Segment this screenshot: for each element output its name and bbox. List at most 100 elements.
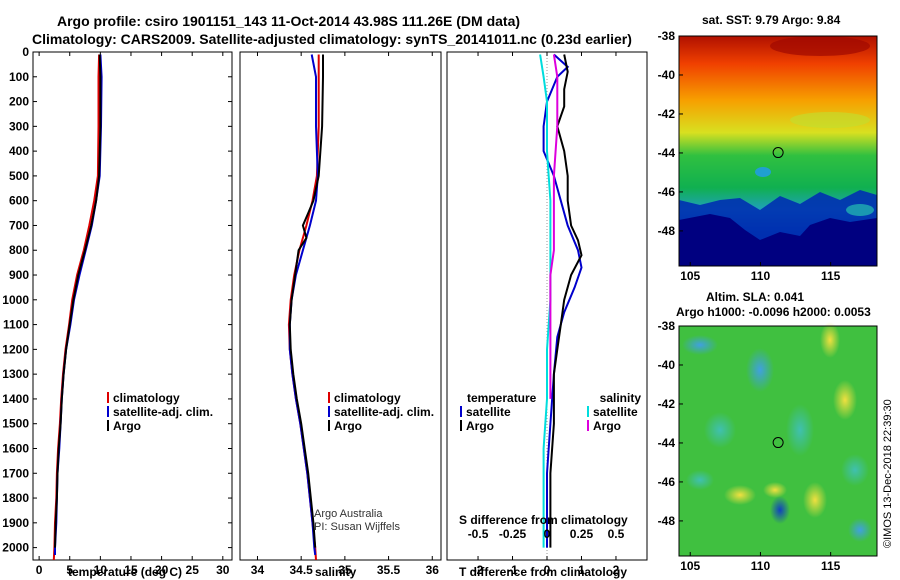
x-tick-label: 34.5 bbox=[289, 563, 313, 577]
map-y-tick-label: -48 bbox=[658, 224, 676, 238]
map-y-tick-label: -38 bbox=[658, 319, 676, 333]
depth-tick-label: 1100 bbox=[3, 318, 29, 332]
depth-tick-label: 100 bbox=[9, 70, 29, 84]
map-y-tick-label: -46 bbox=[658, 475, 676, 489]
s-tick-label: -0.5 bbox=[468, 527, 489, 541]
map-y-tick-label: -42 bbox=[658, 397, 676, 411]
map-y-tick-label: -38 bbox=[658, 29, 676, 43]
depth-tick-label: 900 bbox=[9, 268, 29, 282]
depth-tick-label: 1300 bbox=[2, 367, 29, 381]
legend-label: satellite-adj. clim. bbox=[113, 405, 213, 419]
legend-label: Argo bbox=[334, 419, 362, 433]
figure-title-line1: Argo profile: csiro 1901151_143 11-Oct-2… bbox=[57, 13, 520, 29]
sla-map-image bbox=[679, 322, 877, 556]
map-x-tick-label: 105 bbox=[680, 559, 700, 573]
x-tick-label: 0 bbox=[36, 563, 43, 577]
legend-label: Argo bbox=[593, 419, 621, 433]
depth-tick-label: 0 bbox=[22, 45, 29, 59]
depth-tick-label: 1000 bbox=[2, 293, 29, 307]
sla-map-ticks: 105 110 115 -38 -40 -42 -44 -46 -48 bbox=[658, 319, 841, 573]
x-tick-label: 30 bbox=[216, 563, 230, 577]
map-y-tick-label: -42 bbox=[658, 107, 676, 121]
legend-title-temperature: temperature bbox=[467, 391, 537, 405]
s-tick-label: 0.25 bbox=[570, 527, 594, 541]
series-line-argo bbox=[549, 54, 559, 399]
sla-map-frame bbox=[678, 325, 878, 557]
sst-float-marker bbox=[772, 147, 784, 159]
depth-tick-label: 700 bbox=[9, 218, 29, 232]
sla-map-panel: Altim. SLA: 0.041 Argo h1000: -0.0096 h2… bbox=[658, 290, 878, 573]
x-tick-label: -2 bbox=[473, 563, 484, 577]
depth-tick-label: 1700 bbox=[2, 466, 29, 480]
legend-label: Argo bbox=[466, 419, 494, 433]
map-y-tick-label: -46 bbox=[658, 185, 676, 199]
map-y-tick-label: -44 bbox=[658, 436, 676, 450]
sst-map-title: sat. SST: 9.79 Argo: 9.84 bbox=[702, 13, 841, 27]
sst-map-panel: sat. SST: 9.79 Argo: 9.84 105 110 115 -38 -4… bbox=[658, 13, 878, 283]
x-tick-label: 0 bbox=[544, 563, 551, 577]
depth-tick-label: 2000 bbox=[2, 541, 29, 555]
legend-label: satellite bbox=[593, 405, 638, 419]
legend-title-salinity: salinity bbox=[600, 391, 642, 405]
temperature-profiles bbox=[52, 54, 103, 560]
s-tick-label: -0.25 bbox=[499, 527, 527, 541]
depth-tick-label: 1200 bbox=[2, 342, 29, 356]
map-x-tick-label: 115 bbox=[821, 269, 841, 283]
series-line-argo bbox=[288, 54, 324, 548]
x-tick-label: 36 bbox=[426, 563, 440, 577]
sst-map-ticks: 105 110 115 -38 -40 -42 -44 -46 -48 bbox=[658, 29, 841, 283]
difference-panel: -2 -1 0 1 2 temperature salinitysatelliteArgo… bbox=[446, 51, 648, 579]
depth-tick-label: 800 bbox=[9, 243, 29, 257]
depth-axis-ticks: 0 100 200 300 400 500 600 700 800 900 1000 1100 1200… bbox=[2, 45, 451, 555]
difference-legend: temperature salinitysatelliteArgosatellit… bbox=[460, 391, 642, 433]
depth-tick-label: 1500 bbox=[2, 417, 29, 431]
depth-tick-label: 400 bbox=[9, 144, 29, 158]
s-difference-ticks: -0.5 -0.25 0 0.25 0.5 bbox=[468, 527, 625, 541]
map-x-tick-label: 110 bbox=[751, 269, 771, 283]
x-tick-label: 10 bbox=[94, 563, 108, 577]
credit-line1: Argo Australia bbox=[314, 508, 383, 520]
x-tick-label: 15 bbox=[124, 563, 138, 577]
map-y-tick-label: -48 bbox=[658, 514, 676, 528]
depth-tick-label: 1600 bbox=[2, 441, 29, 455]
series-line-argo bbox=[54, 54, 102, 548]
credit-line2: PI: Susan Wijffels bbox=[314, 521, 400, 533]
depth-tick-label: 1400 bbox=[2, 392, 29, 406]
sst-map-image bbox=[679, 36, 877, 266]
temperature-panel: 0100200300400500600700800900100011001200… bbox=[2, 45, 451, 579]
sla-map-title: Altim. SLA: 0.041 bbox=[706, 290, 804, 304]
x-tick-label: 34 bbox=[251, 563, 265, 577]
sla-map-subtitle: Argo h1000: -0.0096 h2000: 0.0053 bbox=[676, 305, 871, 319]
depth-tick-label: 1900 bbox=[2, 516, 29, 530]
s-difference-axis-label: S difference from climatology bbox=[459, 513, 628, 527]
depth-tick-label: 300 bbox=[9, 119, 29, 133]
salinity-profiles bbox=[287, 54, 324, 560]
salinity-plot-frame bbox=[239, 51, 442, 561]
map-x-tick-label: 110 bbox=[751, 559, 771, 573]
difference-profiles bbox=[539, 53, 583, 548]
depth-tick-label: 600 bbox=[9, 194, 29, 208]
legend-label: satellite-adj. clim. bbox=[334, 405, 434, 419]
temperature-axis-label: temperature (deg C) bbox=[68, 565, 182, 579]
x-tick-label: -1 bbox=[507, 563, 518, 577]
depth-tick-label: 200 bbox=[9, 95, 29, 109]
salinity-axis-label: salinity bbox=[315, 565, 357, 579]
x-tick-label: 1 bbox=[578, 563, 585, 577]
depth-tick-label: 1800 bbox=[2, 491, 29, 505]
map-x-tick-label: 115 bbox=[821, 559, 841, 573]
map-y-tick-label: -40 bbox=[658, 358, 676, 372]
legend-label: Argo bbox=[113, 419, 141, 433]
salinity-axis-ticks: 34 34.5 35 35.5 36 bbox=[251, 52, 439, 577]
x-tick-label: 20 bbox=[155, 563, 169, 577]
sst-map-frame bbox=[678, 35, 878, 267]
x-tick-label: 35.5 bbox=[377, 563, 401, 577]
temperature-axis-ticks: 0 5 10 15 20 25 30 bbox=[36, 52, 230, 577]
t-difference-axis-label: T difference from climatology bbox=[459, 565, 627, 579]
map-x-tick-label: 105 bbox=[680, 269, 700, 283]
figure-title-line2: Climatology: CARS2009. Satellite-adjuste… bbox=[32, 31, 632, 47]
temperature-plot-frame bbox=[32, 51, 233, 561]
s-tick-label: 0 bbox=[544, 527, 551, 541]
imos-watermark: ©IMOS 13-Dec-2018 22:39:30 bbox=[882, 399, 894, 548]
